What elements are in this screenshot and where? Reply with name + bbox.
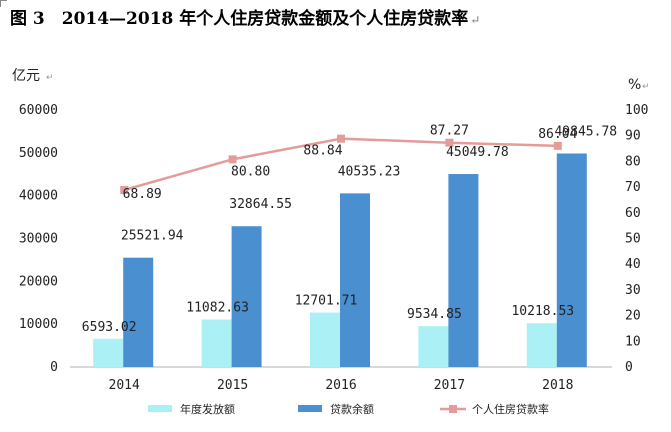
y-right-tick-label: 40 [625, 257, 641, 272]
line-point [228, 155, 237, 164]
legend-swatch [298, 405, 322, 412]
x-tick-label: 2015 [217, 378, 248, 393]
y-right-tick-label: 80 [625, 154, 641, 169]
bar-data-label: 25521.94 [121, 229, 184, 244]
y-right-tick-label: 10 [625, 334, 641, 349]
bar-data-label: 49845.78 [554, 124, 617, 139]
y-right-tick-label: 70 [625, 180, 641, 195]
bar-data-label: 32864.55 [229, 197, 292, 212]
line-point [120, 185, 129, 194]
line-data-label: 88.84 [303, 144, 342, 159]
y-left-unit-label: 亿元 [12, 68, 40, 84]
bar [93, 338, 124, 367]
y-left-tick-label: 0 [50, 360, 58, 375]
bar [231, 226, 262, 367]
y-left-tick-label: 40000 [19, 189, 58, 204]
x-tick-label: 2018 [542, 378, 573, 393]
y-right-tick-label: 0 [625, 360, 633, 375]
unit-return-mark: ↵ [642, 82, 650, 92]
bar [526, 323, 557, 367]
bar-data-label: 6593.02 [82, 320, 137, 335]
chart-title: 图 3 2014—2018 年个人住房贷款金额及个人住房贷款率 ↵ [10, 4, 480, 29]
unit-return-mark: ↵ [46, 73, 54, 83]
y-left-tick-label: 60000 [19, 103, 58, 118]
chart-title-text: 图 3 2014—2018 年个人住房贷款金额及个人住房贷款率 [10, 9, 469, 29]
y-right-tick-label: 60 [625, 206, 641, 221]
legend-swatch-marker [449, 405, 457, 413]
y-left-tick-label: 30000 [19, 232, 58, 247]
line-data-label: 68.89 [123, 187, 162, 202]
bar [556, 153, 587, 367]
bar-data-label: 10218.53 [511, 304, 574, 319]
bar-data-label: 11082.63 [186, 301, 249, 316]
corner-mark [0, 0, 7, 7]
y-right-tick-label: 50 [625, 232, 641, 247]
line-point [445, 138, 454, 147]
title-return-mark: ↵ [470, 13, 481, 27]
y-left-tick-label: 10000 [19, 317, 58, 332]
line-data-label: 87.27 [430, 124, 469, 139]
bar [310, 312, 340, 367]
line-data-label: 80.80 [231, 164, 270, 179]
y-right-tick-label: 30 [625, 283, 641, 298]
y-right-tick-label: 90 [625, 129, 641, 144]
bar [448, 174, 479, 367]
bar [201, 319, 232, 367]
x-tick-label: 2016 [325, 378, 356, 393]
bar-data-label: 9534.85 [407, 307, 462, 322]
line-point [337, 134, 345, 143]
y-right-unit-label: % [628, 77, 641, 93]
y-right-tick-label: 20 [625, 309, 641, 324]
bar-data-label: 12701.71 [295, 294, 358, 309]
line-data-label: 86.04 [538, 127, 577, 142]
bar [340, 193, 370, 367]
legend-label: 贷款余额 [330, 402, 374, 416]
y-left-tick-label: 20000 [19, 274, 58, 289]
bar [418, 326, 449, 367]
bar [123, 257, 154, 367]
bar-data-label: 45049.78 [446, 145, 509, 160]
legend-swatch [148, 405, 172, 412]
legend-label: 年度发放额 [180, 402, 235, 416]
line-point [553, 141, 562, 150]
bar-data-label: 40535.23 [338, 164, 401, 179]
y-left-tick-label: 50000 [19, 146, 58, 161]
y-right-tick-label: 100 [625, 103, 648, 118]
legend-label: 个人住房贷款率 [472, 402, 549, 416]
x-tick-label: 2017 [434, 378, 465, 393]
x-tick-label: 2014 [109, 378, 140, 393]
